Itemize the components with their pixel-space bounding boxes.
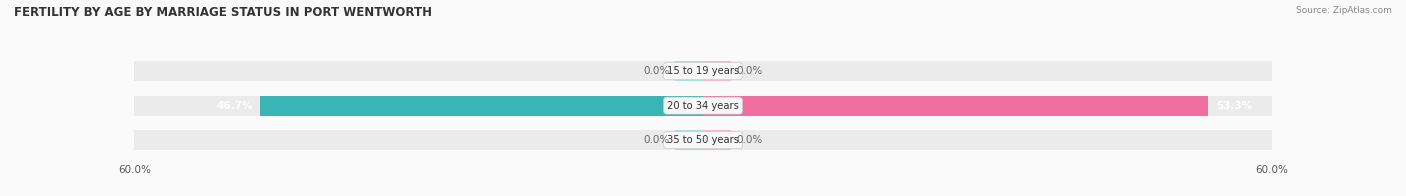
Text: FERTILITY BY AGE BY MARRIAGE STATUS IN PORT WENTWORTH: FERTILITY BY AGE BY MARRIAGE STATUS IN P… bbox=[14, 6, 432, 19]
Text: 35 to 50 years: 35 to 50 years bbox=[666, 135, 740, 145]
Text: 20 to 34 years: 20 to 34 years bbox=[666, 101, 740, 111]
Bar bbox=[703, 96, 1272, 116]
Bar bbox=[134, 61, 703, 81]
Text: 15 to 19 years: 15 to 19 years bbox=[666, 66, 740, 76]
Text: 0.0%: 0.0% bbox=[644, 135, 669, 145]
Bar bbox=[703, 96, 1208, 116]
Bar bbox=[134, 130, 703, 150]
Bar bbox=[260, 96, 703, 116]
Bar bbox=[703, 130, 1272, 150]
Text: 46.7%: 46.7% bbox=[217, 101, 253, 111]
Text: 0.0%: 0.0% bbox=[737, 135, 762, 145]
Bar bbox=[703, 130, 731, 150]
Bar bbox=[703, 61, 1272, 81]
Bar bbox=[134, 96, 703, 116]
Bar bbox=[675, 61, 703, 81]
Text: 0.0%: 0.0% bbox=[737, 66, 762, 76]
Text: Source: ZipAtlas.com: Source: ZipAtlas.com bbox=[1296, 6, 1392, 15]
Text: 53.3%: 53.3% bbox=[1216, 101, 1253, 111]
Bar bbox=[675, 130, 703, 150]
Text: 0.0%: 0.0% bbox=[644, 66, 669, 76]
Bar bbox=[703, 61, 731, 81]
